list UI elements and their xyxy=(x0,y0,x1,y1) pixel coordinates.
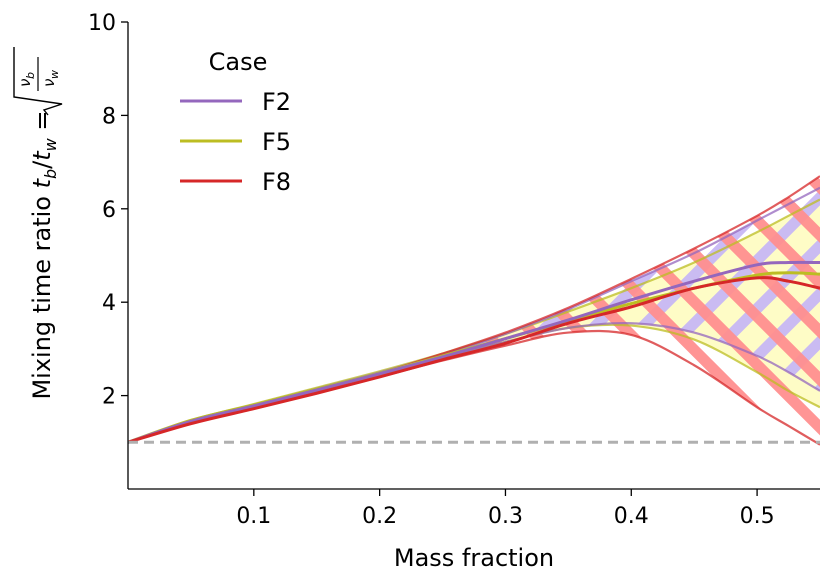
uncertainty-bands xyxy=(128,176,820,445)
legend-title: Case xyxy=(209,48,268,76)
band-f8 xyxy=(128,176,820,445)
svg-text:ν: ν xyxy=(40,79,58,87)
x-tick-label: 0.5 xyxy=(740,504,775,529)
svg-text:b: b xyxy=(24,72,37,79)
sqrt-expression: ν b ν w xyxy=(13,47,63,116)
sqrt-sign xyxy=(13,47,63,116)
x-tick-label: 0.3 xyxy=(488,504,523,529)
series-f2-line xyxy=(128,260,820,444)
y-tick-label: 2 xyxy=(102,385,116,410)
x-tick-label: 0.4 xyxy=(614,504,649,529)
x-axis-label: Mass fraction xyxy=(394,544,554,572)
x-tick-label: 0.2 xyxy=(362,504,397,529)
y-tick-label: 10 xyxy=(88,11,116,36)
y-tick-label: 8 xyxy=(102,104,116,129)
series-f8-line xyxy=(128,276,820,444)
y-axis-label: Mixing time ratio tb/tw = ν b ν w xyxy=(13,47,63,400)
svg-text:ν: ν xyxy=(16,79,34,87)
legend-label-f5: F5 xyxy=(262,128,291,156)
axes xyxy=(127,22,820,490)
svg-text:Mixing time ratio tb/tw =: Mixing time ratio tb/tw = xyxy=(28,110,60,399)
x-ticks: 0.1 0.2 0.3 0.4 0.5 xyxy=(236,489,775,529)
y-tick-label: 6 xyxy=(102,198,116,223)
series-lines xyxy=(128,175,820,446)
svg-text:w: w xyxy=(48,70,61,79)
y-ticks: 2 4 6 8 10 xyxy=(88,11,128,410)
x-tick-label: 0.1 xyxy=(236,504,271,529)
y-axis-label-text: Mixing time ratio xyxy=(28,188,56,399)
y-tick-label: 4 xyxy=(102,291,116,316)
legend-label-f8: F8 xyxy=(262,168,291,196)
legend: Case F2 F5 F8 xyxy=(180,48,291,196)
legend-label-f2: F2 xyxy=(262,88,291,116)
